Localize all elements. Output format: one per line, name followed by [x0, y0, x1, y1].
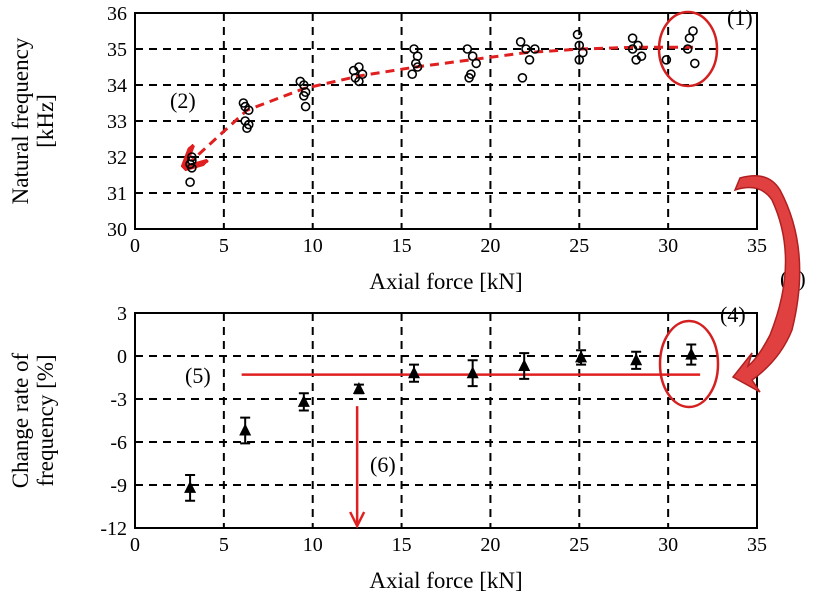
data-point [530, 44, 540, 54]
x-tick-label: 35 [747, 534, 767, 556]
data-point [462, 44, 473, 54]
y-tick-label: 0 [117, 346, 127, 368]
y-tick-label: 35 [107, 39, 127, 61]
data-point-triangle [239, 423, 252, 436]
top-plot: 0 5 10 15 20 25 30 35 30 31 32 33 34 35 36 Axial force … [8, 3, 767, 294]
data-point [409, 44, 419, 54]
data-point-triangle [518, 359, 531, 372]
data-point [631, 54, 641, 65]
data-point [521, 44, 531, 54]
y-tick-label: -12 [100, 518, 127, 540]
annotations: (1) (2) (3) (4) (5) (6) [170, 5, 806, 477]
y-tick-label: -9 [110, 475, 127, 497]
annotation-4: (4) [720, 302, 746, 327]
plot-frame [134, 12, 758, 230]
trend-arrow [192, 45, 694, 160]
y-axis-label-line1: Change rate of [8, 352, 33, 488]
annotation-2: (2) [170, 88, 196, 113]
x-tick-label: 20 [480, 235, 500, 257]
data-point [515, 36, 526, 47]
data-point [689, 58, 700, 69]
data-point [412, 62, 423, 72]
x-tick-label: 0 [130, 235, 140, 257]
data-point [471, 58, 482, 69]
plot-frame [134, 312, 758, 529]
x-tick-label: 0 [130, 534, 140, 556]
y-axis-label-line2: frequency [%] [33, 354, 58, 486]
data-point [185, 177, 195, 187]
x-tick-label: 10 [303, 235, 323, 257]
y-axis-label-line2: [kHz] [33, 94, 58, 148]
y-tick-label: 30 [107, 219, 127, 241]
data-point-triangle [630, 353, 643, 366]
data-point-triangle [685, 347, 698, 360]
data-point [242, 123, 252, 133]
data-point-triangle [575, 350, 588, 363]
x-axis-label: Axial force [kN] [369, 269, 522, 294]
x-tick-label: 15 [392, 534, 412, 556]
data-point-triangle [466, 366, 479, 379]
data-point [627, 44, 638, 54]
data-point [661, 54, 672, 65]
data-point-triangle [408, 366, 421, 379]
data-point-triangle [297, 394, 310, 407]
y-axis-label-line1: Natural frequency [8, 37, 33, 204]
data-point-triangle [184, 480, 197, 493]
annotation-6: (6) [370, 452, 396, 477]
data-point [464, 73, 474, 83]
x-tick-label: 30 [658, 534, 678, 556]
x-tick-label: 5 [219, 235, 229, 257]
x-tick-label: 20 [480, 534, 500, 556]
y-tick-label: 34 [107, 75, 127, 97]
data-point [524, 54, 535, 65]
x-tick-label: 10 [303, 534, 323, 556]
data-point-triangle [352, 381, 365, 394]
data-point [688, 26, 698, 36]
data-point [572, 29, 583, 40]
data-point [299, 91, 309, 101]
x-tick-label: 30 [658, 235, 678, 257]
x-tick-label: 35 [747, 235, 767, 257]
data-point [300, 101, 311, 112]
data-point [354, 76, 364, 87]
y-tick-label: 31 [107, 183, 127, 205]
data-point [574, 54, 585, 65]
x-tick-label: 5 [219, 534, 229, 556]
annotation-5: (5) [185, 363, 211, 388]
y-tick-label: 36 [107, 3, 127, 25]
x-tick-label: 15 [392, 235, 412, 257]
y-tick-label: 33 [107, 111, 127, 133]
annotation-1: (1) [727, 5, 753, 30]
data-point [243, 105, 254, 115]
data-point [517, 73, 528, 83]
drop-arrow-head [349, 511, 366, 529]
x-tick-label: 25 [569, 534, 589, 556]
curved-arrow-3 [731, 175, 801, 393]
data-point [627, 33, 638, 44]
highlight-ellipse-1 [657, 10, 719, 88]
data-point [187, 163, 197, 173]
data-point [682, 44, 693, 54]
y-tick-label: 3 [117, 303, 127, 325]
data-point [407, 69, 418, 79]
x-axis-label: Axial force [kN] [369, 568, 522, 593]
bottom-plot: 0 5 10 15 20 25 30 35 -12 -9 -6 -3 0 3 Axial force [kN… [8, 303, 767, 593]
y-tick-label: 32 [107, 147, 127, 169]
y-tick-label: -6 [110, 432, 127, 454]
highlight-ellipse-4 [658, 319, 720, 409]
x-tick-label: 25 [569, 235, 589, 257]
y-tick-label: -3 [110, 389, 127, 411]
